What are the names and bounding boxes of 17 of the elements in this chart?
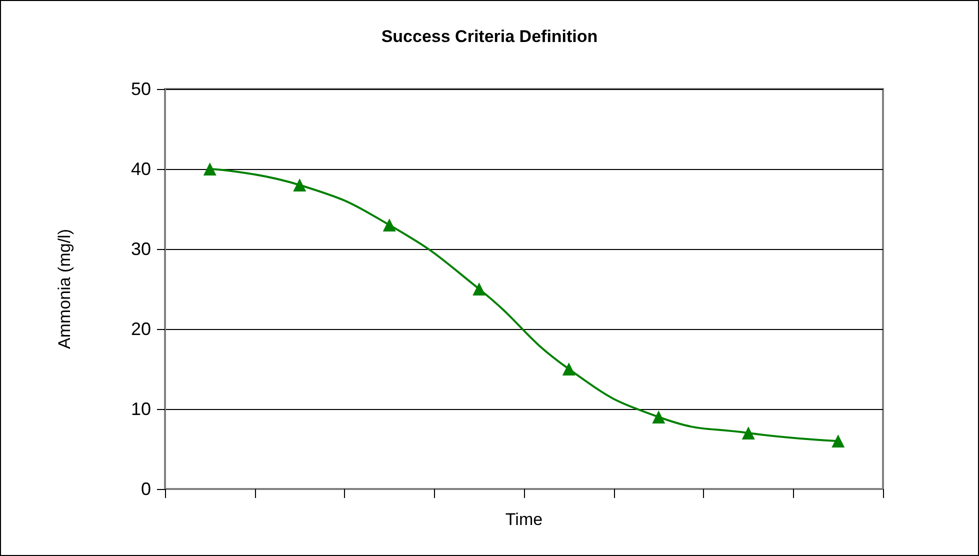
point — [652, 410, 666, 424]
y-tick-label: 20 — [130, 319, 151, 339]
point — [562, 362, 576, 376]
y-tick-label: 10 — [130, 399, 151, 419]
point — [203, 162, 216, 176]
y-tick-label: 0 — [140, 479, 151, 499]
point — [832, 434, 845, 448]
point — [293, 178, 306, 192]
point — [472, 282, 486, 296]
y-tick-label: 50 — [130, 79, 151, 99]
y-axis-title: Ammonia (mg/l) — [55, 229, 74, 349]
chart-title: Success Criteria Definition — [381, 27, 598, 46]
x-axis-title: Time — [505, 510, 543, 529]
y-tick-label: 30 — [130, 239, 151, 259]
point — [382, 218, 396, 232]
point — [742, 426, 755, 440]
y-tick-label: 40 — [130, 159, 151, 179]
